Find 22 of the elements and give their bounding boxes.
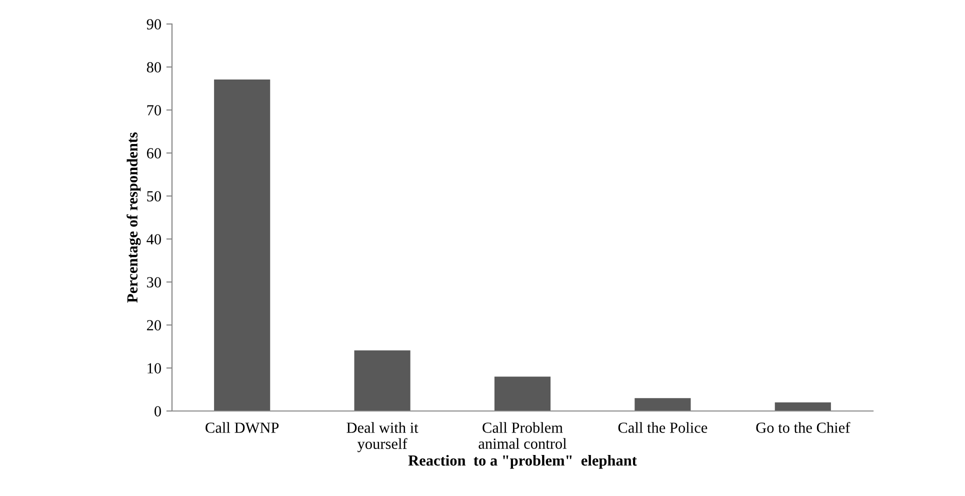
y-tick-label: 30 (147, 277, 161, 288)
y-tick-label: 0 (154, 406, 161, 416)
y-tick-label: 80 (146, 62, 161, 72)
y-tick-label: 70 (147, 105, 161, 116)
x-tick-label: Go to the Chief (756, 422, 850, 433)
y-tick-label: 50 (147, 191, 161, 202)
bar (494, 376, 551, 411)
x-tick-label: Call DWNP (206, 422, 279, 433)
y-tick-label: 10 (148, 363, 161, 374)
x-tick-label: Deal with it yourself (346, 422, 418, 452)
y-tick-label: 20 (146, 320, 161, 330)
bar (634, 398, 691, 411)
y-tick-label: 90 (146, 19, 161, 30)
y-axis-title: Percentage of respondents (126, 132, 141, 303)
x-axis-title: Reaction to a "problem" elephant (408, 454, 637, 469)
bar (354, 350, 410, 411)
y-tick-label: 40 (146, 234, 161, 244)
bar (774, 402, 831, 411)
bar (214, 79, 270, 411)
x-tick-label: Call Problem animal control (478, 422, 567, 449)
y-tick-label: 60 (146, 148, 161, 158)
x-tick-label: Call the Police (618, 422, 708, 433)
